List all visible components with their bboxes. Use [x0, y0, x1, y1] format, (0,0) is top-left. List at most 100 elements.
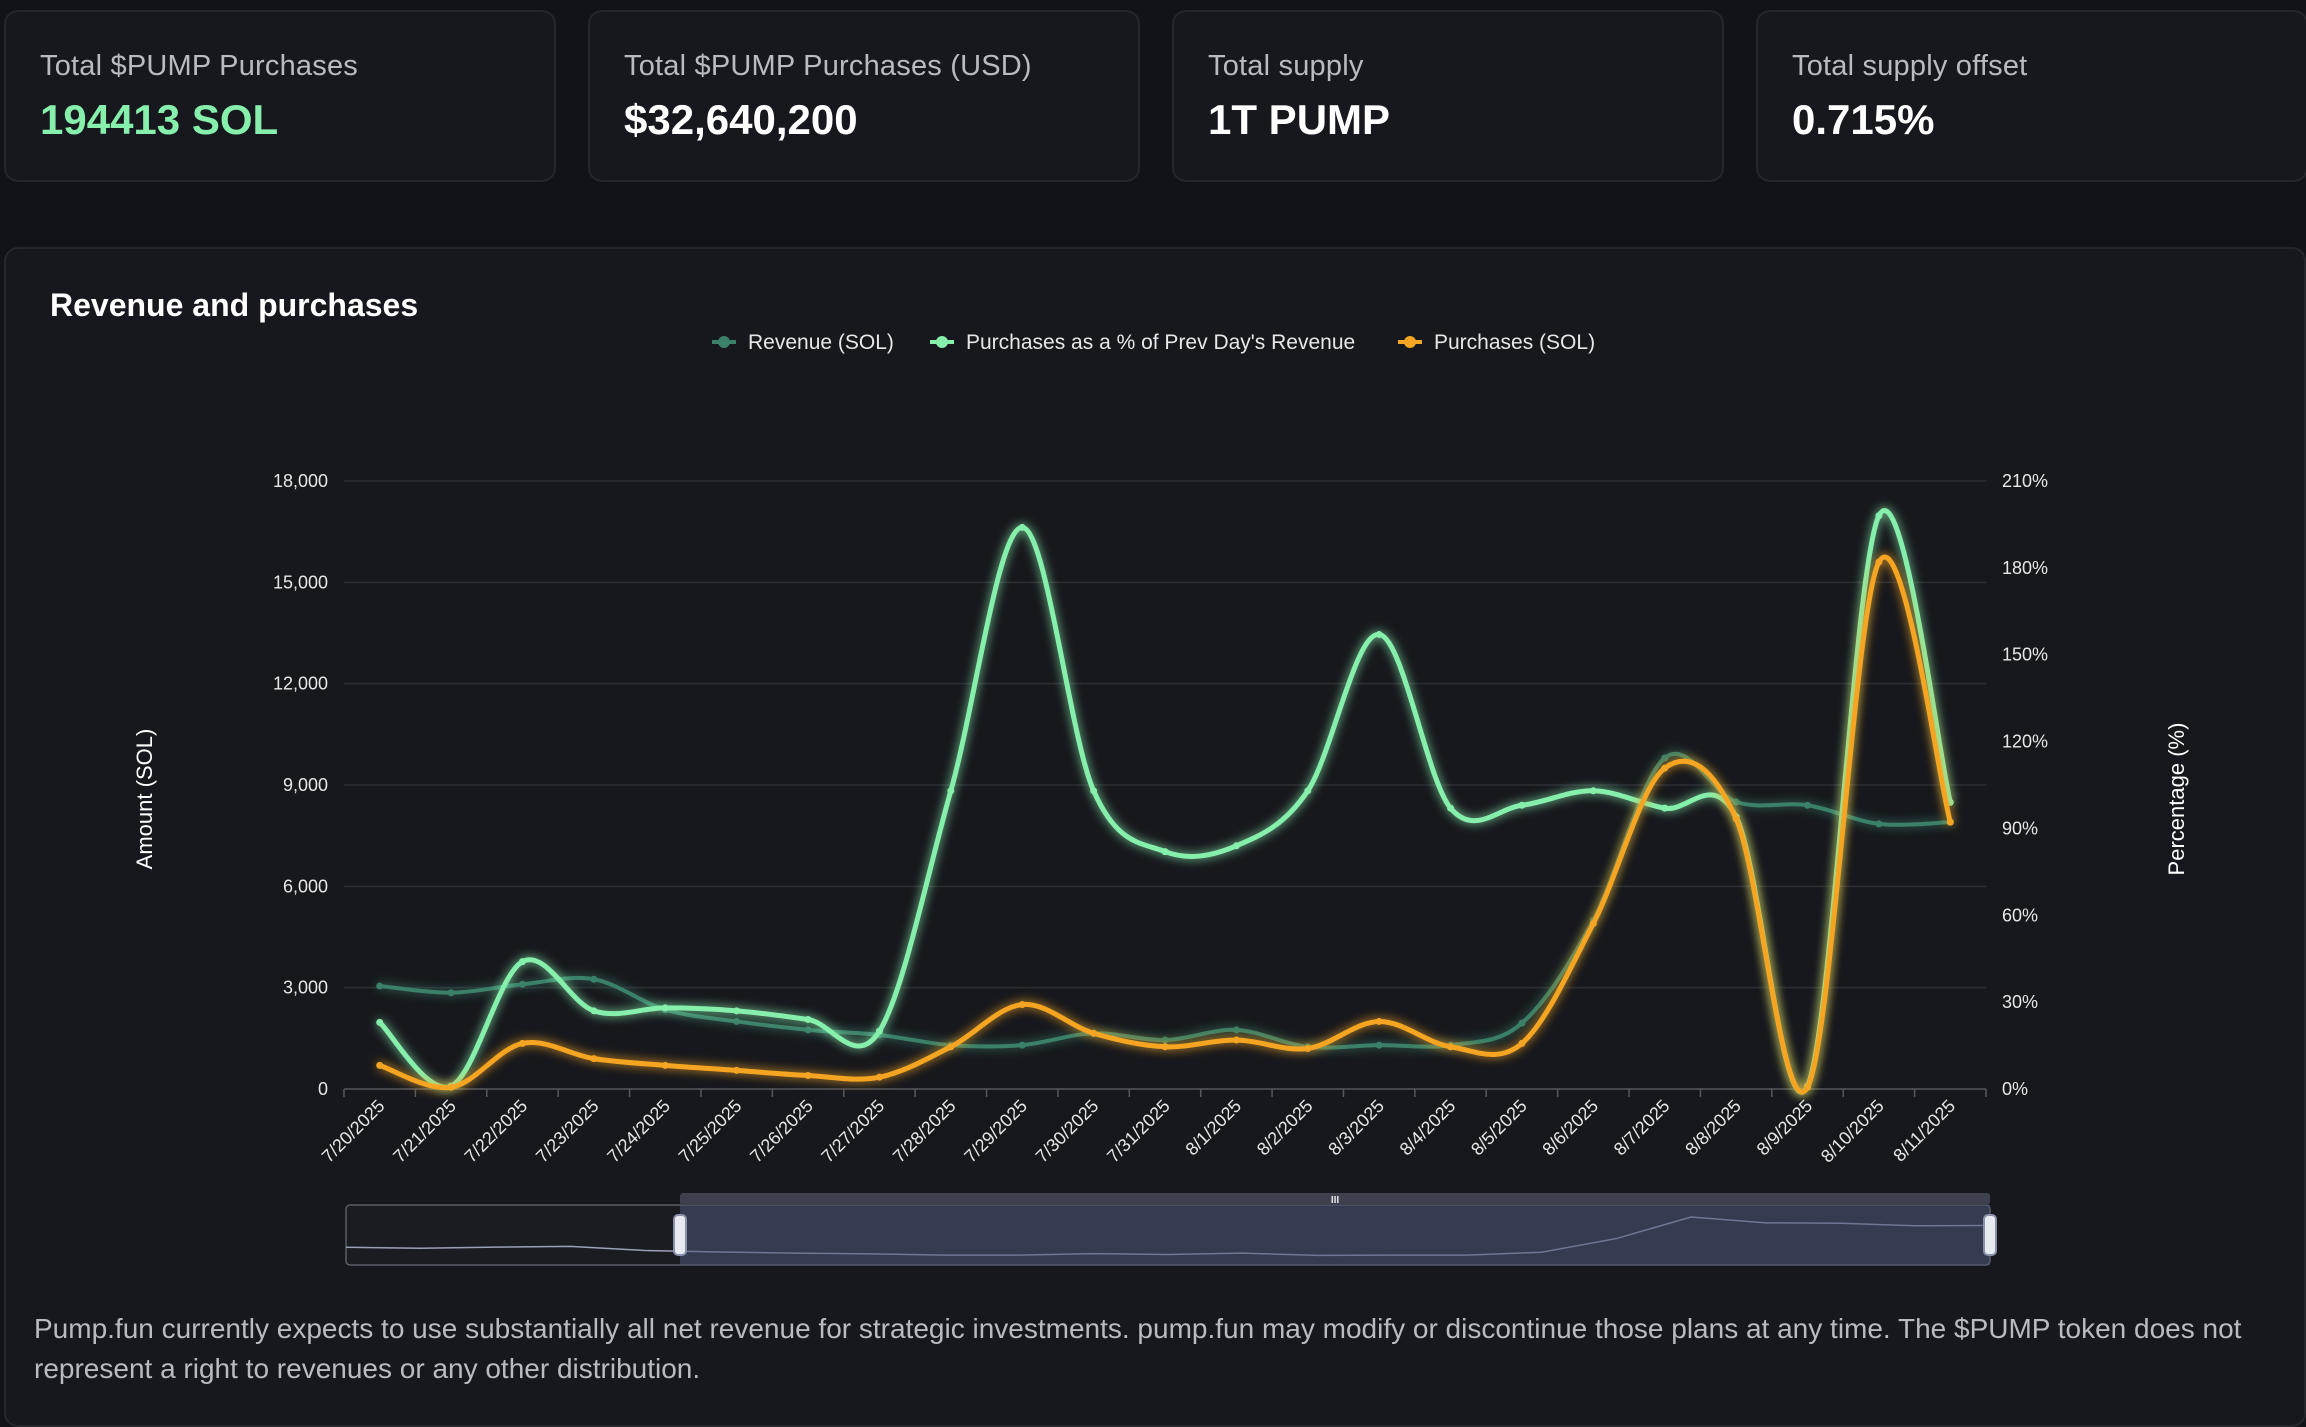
x-tick-label: 8/7/2025 [1610, 1096, 1674, 1160]
y-tick-label: 12,000 [273, 674, 328, 694]
x-tick-label: 7/28/2025 [889, 1096, 960, 1167]
data-point [1661, 804, 1669, 812]
data-point [1732, 815, 1740, 823]
data-point [1161, 1036, 1169, 1044]
y-tick-label: 3,000 [283, 978, 328, 998]
x-tick-label: 7/27/2025 [817, 1096, 888, 1167]
data-point [1875, 512, 1883, 520]
zoom-drag-bar[interactable] [680, 1193, 1990, 1205]
zoom-end-handle[interactable] [1983, 1214, 1997, 1256]
y-tick-label: 18,000 [273, 471, 328, 491]
stat-value: 0.715% [1792, 96, 1935, 143]
data-point [590, 975, 598, 983]
x-tick-label: 8/8/2025 [1681, 1096, 1745, 1160]
data-point [1375, 1041, 1383, 1049]
data-point [1589, 787, 1597, 795]
data-point [1447, 804, 1455, 812]
stat-card-total-purchases: Total $PUMP Purchases 194413 SOL [4, 10, 556, 182]
stat-card-supply-offset: Total supply offset 0.715% [1756, 10, 2306, 182]
stat-label: Total $PUMP Purchases [40, 50, 358, 82]
stat-card-total-purchases-usd: Total $PUMP Purchases (USD) $32,640,200 [588, 10, 1140, 182]
data-point [804, 1071, 812, 1079]
data-point [376, 1061, 384, 1069]
data-point [804, 1026, 812, 1034]
stat-label: Total $PUMP Purchases (USD) [624, 50, 1032, 82]
x-tick-label: 7/30/2025 [1032, 1096, 1103, 1167]
y2-tick-label: 30% [2002, 992, 2038, 1012]
data-point [661, 1061, 669, 1069]
x-tick-label: 7/26/2025 [746, 1096, 817, 1167]
x-tick-label: 8/1/2025 [1182, 1096, 1246, 1160]
zoom-slider: III [345, 1193, 1997, 1266]
chart-title: Revenue and purchases [50, 287, 419, 323]
disclaimer-text: Pump.fun currently expects to use substa… [34, 1313, 2242, 1384]
data-point [447, 1083, 455, 1091]
y2-tick-label: 60% [2002, 905, 2038, 925]
data-point [804, 1016, 812, 1024]
x-tick-label: 8/3/2025 [1324, 1096, 1388, 1160]
data-point [1804, 1083, 1812, 1091]
legend-swatch-dot [1404, 336, 1416, 348]
data-point [733, 1007, 741, 1015]
zoom-start-handle[interactable] [673, 1214, 687, 1256]
data-point [1804, 801, 1812, 809]
data-point [376, 982, 384, 990]
zoom-grip-icon: III [1331, 1195, 1340, 1206]
y2-axis-title: Percentage (%) [2164, 723, 2189, 876]
data-point [1518, 1019, 1526, 1027]
y2-tick-label: 0% [2002, 1079, 2028, 1099]
data-point [1375, 1017, 1383, 1025]
stat-card-total-supply: Total supply 1T PUMP [1172, 10, 1724, 182]
data-point [1232, 1026, 1240, 1034]
stat-label: Total supply [1208, 50, 1364, 82]
data-point [1946, 818, 1954, 826]
data-point [1018, 523, 1026, 531]
data-point [875, 1073, 883, 1081]
x-tick-label: 7/24/2025 [603, 1096, 674, 1167]
data-point [1661, 764, 1669, 772]
legend-item: Purchases (SOL) [1434, 331, 1595, 354]
data-point [1589, 919, 1597, 927]
series-2 [376, 508, 1954, 1095]
data-point [1090, 787, 1098, 795]
revenue-purchases-chart: 0 3,000 6,000 9,000 12,000 15,000 18,000 0% 30% 6… [132, 331, 2189, 1266]
series-line [377, 508, 1953, 1095]
data-point [1661, 754, 1669, 762]
data-point [1304, 1044, 1312, 1052]
legend-swatch-dot [936, 336, 948, 348]
x-tick-label: 7/21/2025 [389, 1096, 460, 1167]
x-tick-label: 7/20/2025 [318, 1096, 389, 1167]
data-point [947, 1043, 955, 1051]
data-point [733, 1066, 741, 1074]
data-point [661, 1004, 669, 1012]
chart-panel: 0 3,000 6,000 9,000 12,000 15,000 18,000 0% 30% 6… [4, 247, 2306, 1427]
y-tick-label: 6,000 [283, 876, 328, 896]
data-point [1304, 787, 1312, 795]
x-tick-label: 7/29/2025 [960, 1096, 1031, 1167]
data-point [518, 980, 526, 988]
data-point [1375, 630, 1383, 638]
legend-swatch-dot [718, 336, 730, 348]
data-point [1232, 1036, 1240, 1044]
data-point [1518, 801, 1526, 809]
y-tick-label: 0 [318, 1079, 328, 1099]
data-point [1018, 1001, 1026, 1009]
y2-tick-label: 90% [2002, 818, 2038, 838]
y-tick-label: 9,000 [283, 775, 328, 795]
data-point [1447, 1043, 1455, 1051]
y2-tick-label: 120% [2002, 732, 2048, 752]
data-point [518, 1039, 526, 1047]
y2-tick-label: 180% [2002, 558, 2048, 578]
x-tick-label: 8/4/2025 [1396, 1096, 1460, 1160]
stat-value: 194413 SOL [40, 96, 279, 143]
legend-item: Purchases as a % of Prev Day's Revenue [966, 331, 1355, 354]
data-point [1518, 1039, 1526, 1047]
data-point [1232, 842, 1240, 850]
data-point [1161, 848, 1169, 856]
data-point [733, 1017, 741, 1025]
data-point [518, 958, 526, 966]
data-point [1018, 1041, 1026, 1049]
x-tick-label: 7/31/2025 [1103, 1096, 1174, 1167]
stats-row: Total $PUMP Purchases 194413 SOL Total $… [4, 10, 2306, 182]
data-point [447, 989, 455, 997]
